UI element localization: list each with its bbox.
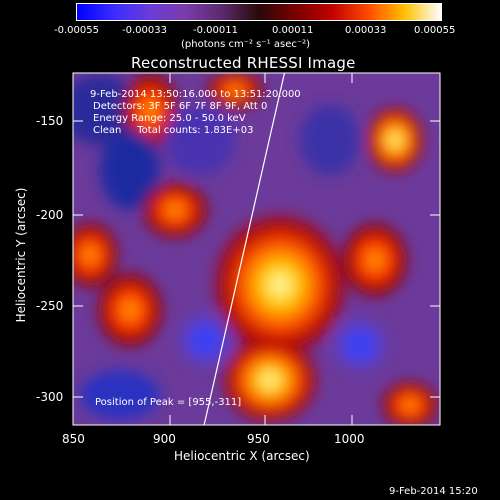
colorbar	[76, 3, 442, 21]
colorbar-tick-5: 0.00033	[345, 25, 387, 36]
y-tick-150: -150	[36, 114, 64, 128]
x-tick-950: 950	[247, 432, 270, 446]
footer-timestamp: 9-Feb-2014 15:20	[389, 486, 478, 497]
y-axis-label: Heliocentric Y (arcsec)	[14, 187, 28, 323]
x-tick-900: 900	[153, 432, 176, 446]
plot-title: Reconstructed RHESSI Image	[131, 54, 356, 72]
peak-position-text: Position of Peak = [955,-311]	[95, 397, 242, 408]
limb-line	[203, 73, 286, 425]
colorbar-tick-3: -0.00011	[193, 25, 238, 36]
y-tick-200: -200	[36, 208, 64, 222]
y-tick-300: -300	[36, 390, 64, 404]
colorbar-unit-label: (photons cm⁻² s⁻¹ asec⁻²)	[181, 39, 311, 50]
x-tick-1000: 1000	[334, 432, 365, 446]
colorbar-tick-1: -0.00055	[54, 25, 99, 36]
rhessi-image	[73, 73, 440, 425]
time-range-text: 9-Feb-2014 13:50:16.000 to 13:51:20.000	[90, 89, 301, 100]
y-tick-250: -250	[36, 299, 64, 313]
clean-counts-text: Clean Total counts: 1.83E+03	[93, 125, 254, 136]
colorbar-tick-6: 0.00055	[414, 25, 456, 36]
energy-range-text: Energy Range: 25.0 - 50.0 keV	[93, 113, 246, 124]
detectors-text: Detectors: 3F 5F 6F 7F 8F 9F, Att 0	[93, 101, 268, 112]
axis-ticks	[72, 73, 440, 425]
x-tick-850: 850	[62, 432, 85, 446]
colorbar-tick-2: -0.00033	[122, 25, 167, 36]
x-axis-label: Heliocentric X (arcsec)	[174, 449, 310, 463]
colorbar-tick-4: 0.00011	[272, 25, 314, 36]
plot-frame	[72, 72, 441, 426]
